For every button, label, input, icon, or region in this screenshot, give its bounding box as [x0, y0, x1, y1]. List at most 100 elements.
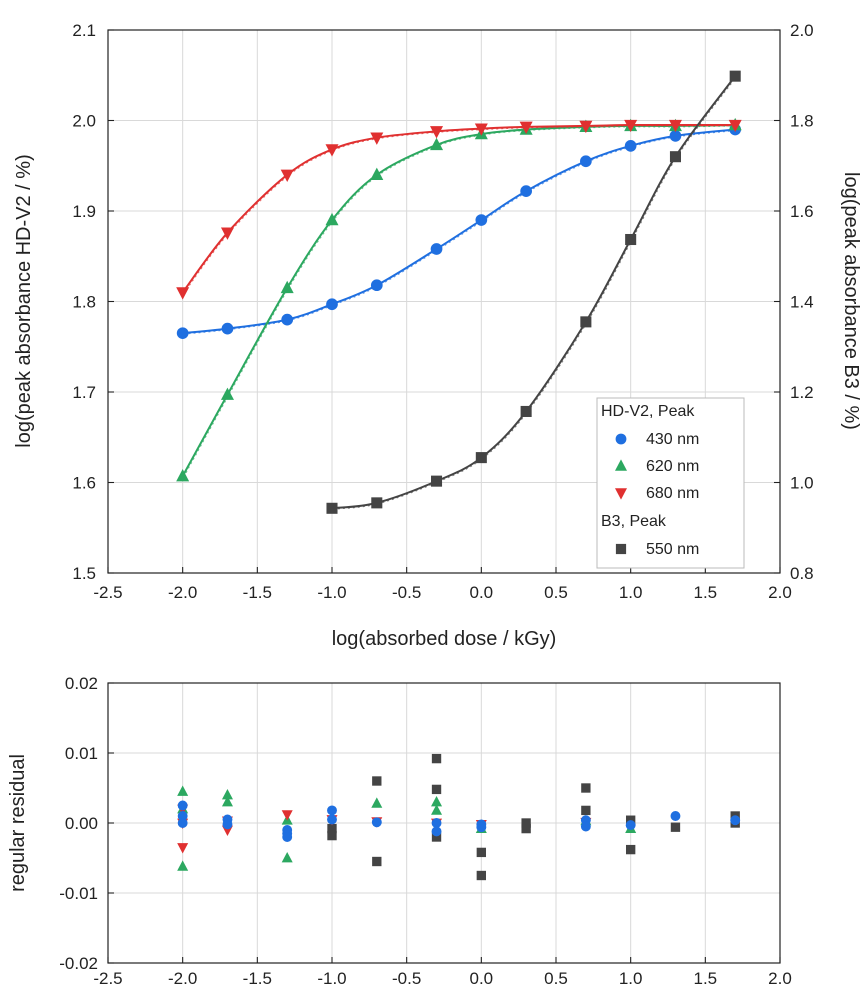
data-point-550nm — [475, 452, 487, 464]
top-ticks: -2.5 -2.0 -1.5 -1.0 -0.5 0.0 0.5 1.0 1.5 2.0 1.5 1.… — [72, 21, 813, 602]
bottom-y-tick-label: -0.01 — [59, 884, 98, 903]
residual-point-430nm — [222, 819, 233, 830]
legend-marker-430nm — [615, 433, 627, 445]
data-point-620nm — [280, 280, 294, 294]
residual-point-550nm — [581, 783, 591, 793]
residual-point-430nm — [177, 811, 188, 821]
residual-point-550nm — [625, 844, 636, 855]
residual-point-430nm — [625, 820, 636, 831]
residual-point-550nm — [431, 784, 442, 795]
legend-box — [596, 397, 745, 569]
residual-point-430nm — [730, 815, 741, 826]
data-point-680nm — [474, 123, 488, 136]
legend-title-hd-v2: HD-V2, Peak — [601, 403, 695, 420]
residual-point-680nm — [281, 810, 293, 821]
data-point-680nm — [176, 287, 190, 300]
data-point-620nm — [430, 137, 444, 151]
data-point-550nm — [580, 316, 592, 328]
residual-point-620nm — [431, 795, 443, 807]
data-point-680nm — [220, 227, 234, 240]
data-point-680nm — [728, 119, 742, 133]
bottom-data-points — [177, 753, 741, 881]
top-y-tick-label-left: 1.9 — [72, 202, 96, 221]
data-point-680nm — [280, 169, 294, 182]
data-point-430nm — [370, 279, 383, 292]
data-point-430nm — [475, 214, 488, 226]
residual-point-620nm — [177, 785, 189, 796]
data-point-620nm — [220, 387, 234, 400]
residual-point-550nm — [431, 753, 442, 764]
top-y-tick-label-left: 1.6 — [72, 474, 96, 493]
residual-point-430nm — [670, 811, 681, 821]
residual-point-550nm — [476, 847, 487, 858]
data-point-550nm — [625, 233, 637, 246]
top-data-points — [176, 70, 742, 514]
legend-label-620nm: 620 nm — [646, 458, 699, 475]
data-point-430nm — [176, 327, 189, 340]
fit-curve-550nm — [331, 75, 737, 510]
data-point-430nm — [430, 243, 443, 255]
bottom-y-tick-label: 0.02 — [65, 674, 98, 693]
residual-point-550nm — [431, 832, 442, 842]
data-point-680nm — [579, 120, 593, 134]
data-point-620nm — [370, 167, 384, 180]
residual-point-550nm — [521, 823, 531, 834]
top-x-axis-label: log(absorbed dose / kGy) — [332, 628, 557, 650]
bottom-x-tick-label: 0.5 — [544, 969, 568, 988]
residual-point-620nm — [371, 797, 383, 808]
legend-item-550nm: 550 nm — [615, 541, 699, 558]
top-y-tick-label-left: 1.8 — [72, 293, 96, 312]
top-y-tick-label-left: 2.1 — [72, 21, 96, 40]
bottom-y-axis-label: regular residual — [7, 754, 29, 892]
top-x-tick-label: -2.0 — [168, 583, 197, 602]
residual-point-550nm — [581, 805, 591, 816]
residual-point-430nm — [580, 821, 591, 832]
top-y-tick-label-left: 1.7 — [72, 383, 96, 402]
top-x-tick-label: 0.0 — [470, 583, 494, 602]
residual-point-550nm — [521, 818, 531, 828]
top-x-tick-label: -2.5 — [93, 583, 122, 602]
legend-label-680nm: 680 nm — [646, 485, 699, 502]
top-x-tick-label: 1.5 — [694, 583, 718, 602]
data-point-680nm — [430, 126, 444, 139]
data-point-430nm — [326, 298, 338, 311]
top-x-tick-label: -0.5 — [392, 583, 421, 602]
data-point-430nm — [221, 322, 234, 335]
residual-point-550nm — [670, 822, 681, 832]
data-point-680nm — [325, 144, 339, 157]
residual-point-620nm — [431, 804, 443, 815]
residual-point-550nm — [327, 823, 337, 834]
legend: HD-V2, Peak 430 nm 620 nm 680 nm B3, Pea… — [596, 397, 745, 569]
top-y-tick-label-right: 0.8 — [790, 564, 814, 583]
bottom-x-tick-label: 0.0 — [470, 969, 494, 988]
residual-point-620nm — [221, 795, 233, 807]
data-point-680nm — [519, 121, 533, 134]
data-point-430nm — [669, 130, 682, 142]
legend-item-680nm: 680 nm — [615, 485, 699, 502]
bottom-panel: -2.5 -2.0 -1.5 -1.0 -0.5 0.0 0.5 1.0 1.5 2.0 -0.02… — [7, 674, 792, 988]
residual-point-430nm — [282, 832, 293, 842]
bottom-x-tick-label: -0.5 — [392, 969, 421, 988]
legend-label-550nm: 550 nm — [646, 541, 699, 558]
data-point-430nm — [520, 185, 532, 197]
bottom-x-tick-label: -1.5 — [243, 969, 272, 988]
residual-point-430nm — [431, 826, 442, 837]
top-y-tick-label-right: 1.4 — [790, 293, 814, 312]
data-point-550nm — [326, 502, 338, 514]
data-point-550nm — [520, 405, 532, 417]
data-point-680nm — [370, 132, 384, 145]
data-point-430nm — [281, 313, 294, 326]
residual-point-550nm — [372, 776, 382, 786]
bottom-y-tick-label: 0.00 — [65, 814, 98, 833]
data-point-550nm — [431, 475, 443, 487]
legend-marker-680nm — [615, 488, 627, 500]
top-y-tick-label-right: 1.6 — [790, 202, 814, 221]
residual-point-620nm — [281, 851, 293, 863]
residual-point-550nm — [327, 830, 337, 841]
top-x-tick-label: -1.5 — [243, 583, 272, 602]
top-x-tick-label: -1.0 — [317, 583, 346, 602]
legend-marker-620nm — [615, 459, 627, 471]
legend-item-620nm: 620 nm — [615, 458, 699, 475]
bottom-x-tick-label: 1.0 — [619, 969, 643, 988]
fit-curve-dotted-550nm — [332, 76, 737, 510]
